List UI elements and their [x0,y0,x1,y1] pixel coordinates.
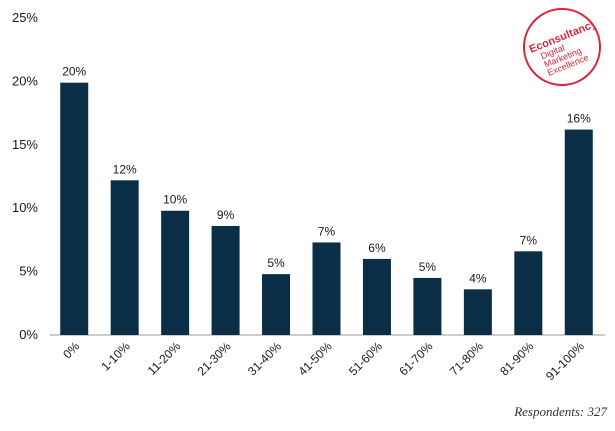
category-label: 61-70% [396,339,435,378]
y-tick-label: 20% [12,73,38,88]
data-label: 12% [113,162,137,176]
y-axis: 0% 5% 10% 15% 20% 25% [12,10,38,342]
bar [463,289,492,335]
respondents-note: Respondents: 327 [514,404,607,419]
data-label: 20% [62,65,86,79]
data-label: 10% [163,193,187,207]
category-label: 31-40% [245,339,284,378]
data-label: 16% [567,112,591,126]
category-label: 71-80% [447,339,486,378]
category-label: 1-10% [98,339,133,374]
bar [413,277,442,335]
bar [312,242,341,335]
data-label: 6% [368,241,386,255]
econsultancy-logo: Econsultancy Digital Marketing Excellenc… [523,8,601,86]
category-label: 81-90% [497,339,536,378]
bar [110,180,139,335]
y-tick-label: 15% [12,137,38,152]
bar [60,82,89,335]
y-tick-label: 5% [19,264,38,279]
bar [514,251,543,335]
category-label: 11-20% [145,339,184,378]
bars [60,82,593,335]
data-label: 5% [419,260,437,274]
y-tick-label: 0% [19,327,38,342]
y-tick-label: 25% [12,10,38,25]
category-label: 41-50% [295,339,334,378]
bar [161,210,190,335]
data-label: 7% [318,224,336,238]
data-label: 9% [217,208,235,222]
bar [564,129,593,335]
category-labels: 0% 1-10% 11-20% 21-30% 31-40% 41-50% 51-60% 61-… [60,339,587,383]
bar [211,225,240,335]
logo-mark: Econsultancy Digital Marketing Excellenc… [528,18,599,78]
bar [262,274,291,335]
data-label: 4% [469,271,487,285]
bar [362,258,391,335]
category-label: 51-60% [346,339,385,378]
category-label: 0% [60,339,82,361]
category-label: 21-30% [195,339,234,378]
data-label: 5% [267,256,285,270]
data-label: 7% [520,233,538,247]
y-tick-label: 10% [12,200,38,215]
data-labels: 20% 12% 10% 9% 5% 7% 6% 5% 4% 7% 16% [62,65,591,286]
category-label: 91-100% [543,339,587,383]
